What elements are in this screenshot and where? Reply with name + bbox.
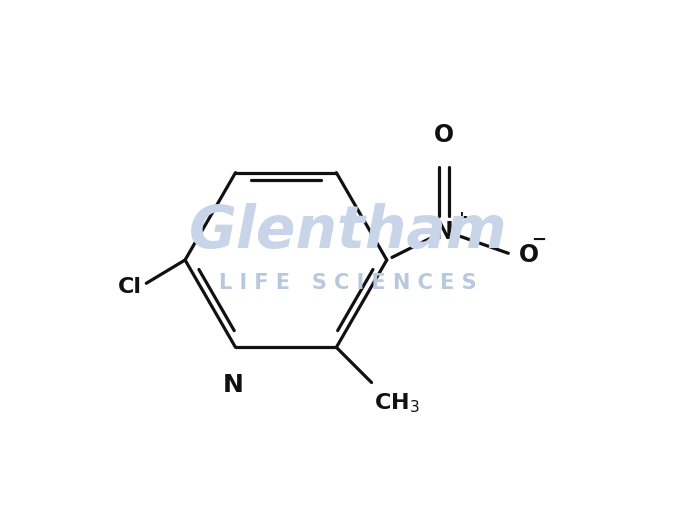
Text: Cl: Cl (118, 277, 142, 297)
Text: +: + (454, 209, 468, 227)
Text: N: N (223, 373, 244, 397)
Text: N: N (434, 219, 454, 243)
Text: O: O (519, 243, 539, 267)
Text: CH$_3$: CH$_3$ (374, 392, 420, 415)
Text: L I F E   S C I E N C E S: L I F E S C I E N C E S (219, 274, 477, 293)
Text: −: − (531, 231, 546, 250)
Text: O: O (434, 123, 454, 147)
Text: Glentham: Glentham (189, 203, 507, 260)
